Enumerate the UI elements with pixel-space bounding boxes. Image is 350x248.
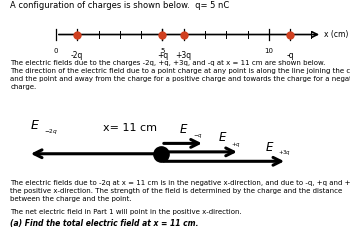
Text: 10: 10 <box>264 48 273 54</box>
Text: -2q: -2q <box>71 51 83 60</box>
Text: 5: 5 <box>160 48 164 54</box>
Text: +q: +q <box>157 51 168 60</box>
Text: The electric fields due to -2q at x = 11 cm is in the negative x-direction, and : The electric fields due to -2q at x = 11… <box>10 180 350 202</box>
Text: $_{-q}$: $_{-q}$ <box>193 132 202 141</box>
Text: A configuration of charges is shown below.  q= 5 nC: A configuration of charges is shown belo… <box>10 1 230 10</box>
Text: -q: -q <box>286 51 294 60</box>
Text: 0: 0 <box>54 48 58 54</box>
Text: $E$: $E$ <box>218 131 227 144</box>
Text: (a) Find the total electric field at x = 11 cm.: (a) Find the total electric field at x =… <box>10 219 199 228</box>
Text: +3q: +3q <box>176 51 192 60</box>
Text: The net electric field in Part 1 will point in the positive x-direction.: The net electric field in Part 1 will po… <box>10 209 242 215</box>
Text: $_{+q}$: $_{+q}$ <box>231 140 241 149</box>
Text: $_{-2q}$: $_{-2q}$ <box>44 127 58 137</box>
Text: $E$: $E$ <box>179 123 188 136</box>
Text: $E$: $E$ <box>30 119 40 132</box>
Text: x (cm): x (cm) <box>324 30 348 39</box>
Text: The electric fields due to the charges -2q, +q, +3q, and -q at x = 11 cm are sho: The electric fields due to the charges -… <box>10 61 326 66</box>
Text: x= 11 cm: x= 11 cm <box>103 123 157 133</box>
Text: $_{+3q}$: $_{+3q}$ <box>278 149 292 158</box>
Text: The direction of the electric field due to a point charge at any point is along : The direction of the electric field due … <box>10 68 350 90</box>
Text: $E$: $E$ <box>265 141 274 154</box>
